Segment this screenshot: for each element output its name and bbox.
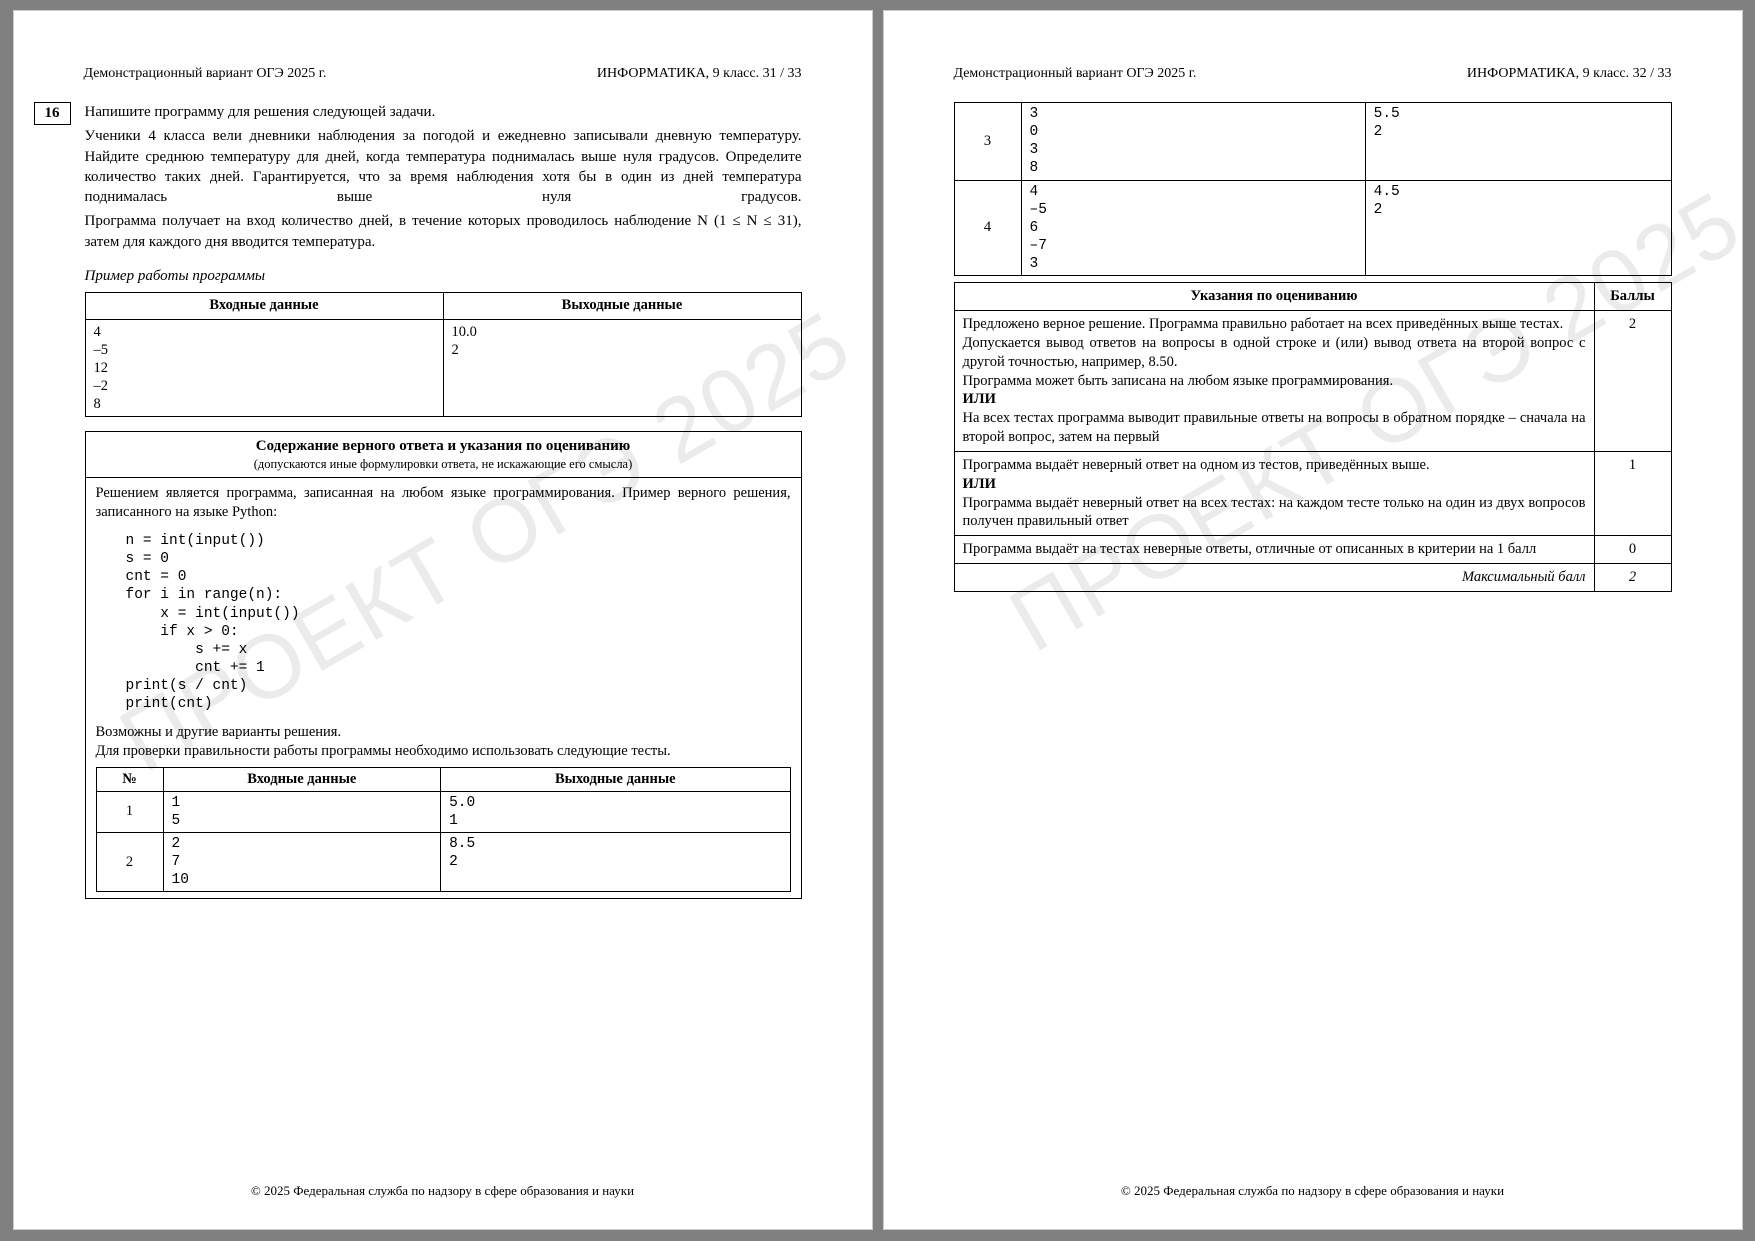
task-body: Напишите программу для решения следующей… [85,102,802,899]
page-32: ПРОЕКТ ОГЭ 2025 Демонстрационный вариант… [883,10,1743,1230]
head-left: Демонстрационный вариант ОГЭ 2025 г. [84,66,327,82]
rubric-text: Программа выдаёт на тестах неверные отве… [954,536,1594,564]
solution-code: n = int(input()) s = 0 cnt = 0 for i in … [126,532,791,713]
ab-head: Содержание верного ответа и указания по … [86,432,801,478]
ab-after-2: Для проверки правильности работы програм… [96,742,791,761]
ex-in-cell: 4 –5 12 –2 8 [85,319,443,417]
test-row: 3 3 0 3 8 5.5 2 [954,103,1671,181]
rubric-score: 1 [1594,451,1671,535]
rubric-score: 0 [1594,536,1671,564]
ab-body: Решением является программа, записанная … [86,478,801,898]
ab-after-1: Возможны и другие варианты решения. [96,723,791,742]
rubric-max-label: Максимальный балл [954,564,1594,592]
tests-head-n: № [96,767,163,791]
answer-box: Содержание верного ответа и указания по … [85,431,802,899]
ex-head-out: Выходные данные [443,293,801,320]
rubric-max-row: Максимальный балл 2 [954,564,1671,592]
head-left: Демонстрационный вариант ОГЭ 2025 г. [954,66,1197,82]
rubric-text: Программа выдаёт неверный ответ на одном… [954,451,1594,535]
ex-head-in: Входные данные [85,293,443,320]
running-head: Демонстрационный вариант ОГЭ 2025 г. ИНФ… [84,66,802,82]
tests-head-in: Входные данные [163,767,441,791]
example-caption: Пример работы программы [85,266,802,286]
rubric-table: Указания по оцениванию Баллы Предложено … [954,282,1672,592]
rubric-score: 2 [1594,310,1671,451]
rubric-row: Программа выдаёт неверный ответ на одном… [954,451,1671,535]
tests-table-right: 3 3 0 3 8 5.5 2 4 4 –5 6 –7 3 4.5 2 [954,102,1672,276]
head-right: ИНФОРМАТИКА, 9 класс. 32 / 33 [1467,66,1672,82]
page-spread: ПРОЕКТ ОГЭ 2025 Демонстрационный вариант… [0,0,1755,1240]
rubric-head-criteria: Указания по оцениванию [954,283,1594,311]
rubric-row: Предложено верное решение. Программа пра… [954,310,1671,451]
rubric-row: Программа выдаёт на тестах неверные отве… [954,536,1671,564]
task-number-box: 16 [34,102,71,125]
tests-table-left: № Входные данные Выходные данные 1 1 5 5… [96,767,791,892]
para-2: Ученики 4 класса вели дневники наблюдени… [85,126,802,207]
running-head: Демонстрационный вариант ОГЭ 2025 г. ИНФ… [954,66,1672,82]
ab-subhead: (допускаются иные формулировки ответа, н… [92,456,795,477]
rubric-max-score: 2 [1594,564,1671,592]
rubric-head-score: Баллы [1594,283,1671,311]
head-right: ИНФОРМАТИКА, 9 класс. 31 / 33 [597,66,802,82]
tests-head-out: Выходные данные [441,767,790,791]
ab-intro: Решением является программа, записанная … [96,484,791,522]
test-row: 4 4 –5 6 –7 3 4.5 2 [954,180,1671,276]
test-row: 1 1 5 5.0 1 [96,791,790,832]
footer: © 2025 Федеральная служба по надзору в с… [884,1183,1742,1199]
test-row: 2 2 7 10 8.5 2 [96,833,790,892]
para-3: Программа получает на вход количество дн… [85,211,802,252]
page-31: ПРОЕКТ ОГЭ 2025 Демонстрационный вариант… [13,10,873,1230]
footer: © 2025 Федеральная служба по надзору в с… [14,1183,872,1199]
para-1: Напишите программу для решения следующей… [85,102,802,122]
ex-out-cell: 10.0 2 [443,319,801,417]
rubric-text: Предложено верное решение. Программа пра… [954,310,1594,451]
example-table: Входные данные Выходные данные 4 –5 12 –… [85,292,802,417]
